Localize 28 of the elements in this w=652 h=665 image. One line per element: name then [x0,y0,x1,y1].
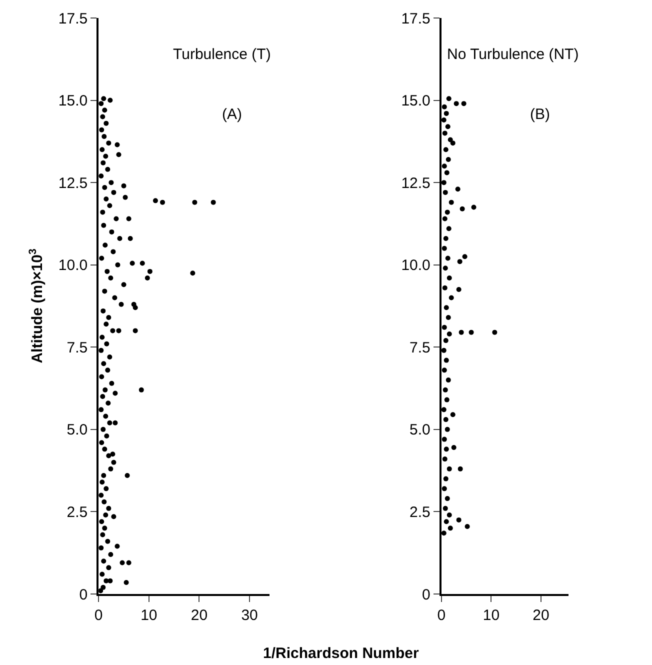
text: Turbulence (T) [173,46,271,63]
annotation: (A) [222,106,242,123]
x-tick-label: 0 [437,607,446,624]
y-tick-label: 15.0 [58,92,88,110]
x-tick-label: 10 [140,607,158,624]
y-tick-label: 5.0 [410,422,430,439]
y-tick-label: 17.5 [58,10,88,28]
y-tick-label: 0 [422,586,430,604]
y-tick-label: 7.5 [66,339,88,356]
text: No Turbulence (NT) [447,46,579,63]
x-tick-label: 10 [482,607,500,624]
y-tick-label: 2.5 [66,504,88,521]
y-tick-label: 10.0 [401,257,430,274]
y-tick-label: 2.5 [410,504,430,521]
x-tick-label: 20 [190,607,208,624]
x-tick-label: 0 [94,607,103,624]
y-tick-label: 15.0 [401,92,430,110]
y-tick-label: 7.5 [410,339,430,356]
x-axis-title: 1/Richardson Number [263,645,420,662]
y-tick-label: 12.5 [58,174,88,192]
annotation: (B) [530,106,550,123]
y-tick-label: 17.5 [401,10,430,28]
y-tick-label: 0 [79,586,88,604]
y-tick-label: 5.0 [66,422,88,439]
x-tick-label: 30 [241,607,258,624]
y-tick-label: 10.0 [58,257,88,274]
x-tick-label: 20 [532,607,550,624]
y-tick-label: 12.5 [401,174,430,192]
